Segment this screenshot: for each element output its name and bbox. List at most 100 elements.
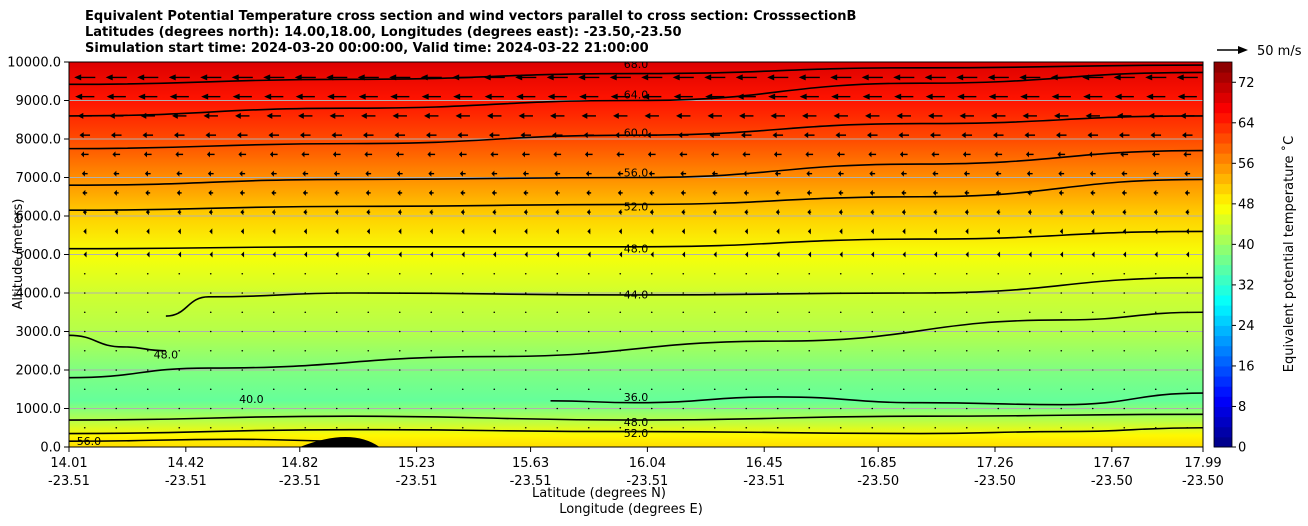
wind-vector xyxy=(304,311,307,314)
wind-vector xyxy=(775,189,781,196)
wind-vector xyxy=(83,292,86,294)
wind-vector xyxy=(524,388,527,391)
wind-vector xyxy=(839,407,842,410)
wind-vector xyxy=(713,251,717,258)
wind-vector xyxy=(83,311,86,314)
wind-vector xyxy=(713,388,716,391)
wind-vector xyxy=(269,151,278,158)
wind-vector xyxy=(271,209,276,216)
x-tick-lon-6: -23.51 xyxy=(743,474,785,489)
wind-vector xyxy=(457,132,469,139)
wind-vector xyxy=(617,189,623,196)
wind-vector xyxy=(75,93,95,100)
wind-vector xyxy=(209,311,212,314)
wind-vector xyxy=(240,228,244,235)
wind-vector xyxy=(1028,251,1032,258)
wind-vector xyxy=(430,272,433,275)
wind-vector xyxy=(902,349,905,352)
wind-vector xyxy=(115,330,118,333)
wind-vector xyxy=(172,112,187,119)
wind-vector xyxy=(303,228,307,235)
wind-vector xyxy=(430,349,433,352)
wind-vector xyxy=(550,112,565,119)
wind-vector xyxy=(682,349,685,352)
wind-vector xyxy=(461,426,464,429)
contour-line-9 xyxy=(69,334,166,352)
wind-vector xyxy=(430,369,433,371)
wind-vector xyxy=(902,292,905,294)
colorbar-frame xyxy=(1213,61,1233,448)
wind-vector xyxy=(1123,251,1127,258)
wind-vector xyxy=(676,112,691,119)
wind-vector xyxy=(398,272,401,275)
wind-vector xyxy=(1185,209,1190,216)
wind-vector xyxy=(1019,74,1041,81)
wind-vector xyxy=(835,132,847,139)
wind-vector xyxy=(649,189,655,196)
contour-line-0 xyxy=(69,64,1203,86)
wind-vector xyxy=(83,330,86,333)
wind-vector xyxy=(178,407,181,410)
wind-vector xyxy=(335,426,338,429)
colorbar-segment xyxy=(1214,244,1232,255)
wind-vector xyxy=(713,228,717,235)
wind-vector xyxy=(964,209,969,216)
y-tick-label-6: 6000.0 xyxy=(16,210,62,225)
wind-vector xyxy=(1028,292,1031,294)
wind-vector xyxy=(902,228,906,235)
wind-vector xyxy=(1054,112,1069,119)
wind-vector xyxy=(866,132,878,139)
wind-vector xyxy=(366,209,371,216)
wind-vector xyxy=(1027,209,1032,216)
wind-vector xyxy=(839,251,843,258)
wind-vector xyxy=(520,132,532,139)
wind-vector xyxy=(619,272,622,275)
wind-vector xyxy=(272,311,275,314)
wind-vector xyxy=(304,407,307,410)
wind-vector xyxy=(1186,426,1189,429)
wind-vector xyxy=(1082,74,1104,81)
x-tick-lon-3: -23.51 xyxy=(396,474,438,489)
wind-vector xyxy=(429,209,434,216)
colorbar-segment xyxy=(1214,406,1232,418)
wind-vector xyxy=(178,388,181,391)
colorbar-segment xyxy=(1214,132,1232,144)
wind-vector xyxy=(79,132,91,139)
wind-vector xyxy=(1121,189,1127,196)
contour-label-3: 56.0 xyxy=(624,166,649,179)
colorbar-segment xyxy=(1214,203,1232,215)
wind-vector xyxy=(264,93,284,100)
wind-vector xyxy=(364,151,373,158)
wind-vector xyxy=(304,272,307,275)
wind-vector xyxy=(1154,349,1157,352)
wind-vector xyxy=(1028,228,1032,235)
x-tick-lon-10: -23.50 xyxy=(1182,474,1224,489)
contour-line-7 xyxy=(69,311,1203,379)
wind-vector xyxy=(587,369,590,371)
wind-vector xyxy=(934,426,937,429)
wind-vector xyxy=(579,93,599,100)
contour-line-2 xyxy=(69,115,1203,150)
wind-vector xyxy=(367,251,371,258)
wind-vector xyxy=(238,151,247,158)
wind-vector xyxy=(83,349,86,352)
wind-vector xyxy=(1186,349,1189,352)
wind-vector xyxy=(488,132,500,139)
wind-vector xyxy=(745,292,748,294)
wind-vector xyxy=(871,272,874,275)
wind-vector xyxy=(871,349,874,352)
wind-vector xyxy=(583,132,595,139)
wind-vector xyxy=(587,426,590,429)
wind-vector xyxy=(934,349,937,352)
wind-vector xyxy=(82,209,87,216)
contour-line-12 xyxy=(69,438,352,443)
colorbar-segment xyxy=(1214,122,1232,134)
colorbar-segment xyxy=(1214,315,1232,326)
wind-vector xyxy=(1025,151,1034,158)
wind-vector xyxy=(366,228,370,235)
wind-vector xyxy=(1123,272,1126,275)
wind-vector xyxy=(682,311,685,314)
wind-vector xyxy=(294,74,316,81)
wind-vector xyxy=(178,272,181,275)
